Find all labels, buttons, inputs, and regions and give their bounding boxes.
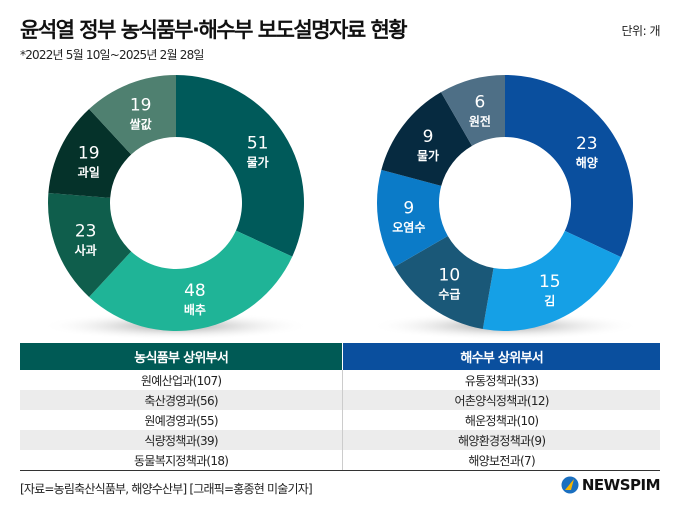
- table-cell: 해운정책과(10): [464, 413, 539, 428]
- table-cell: 해양환경정책과(9): [342, 430, 660, 450]
- slice-value: 9: [423, 127, 434, 147]
- slice-수급: [394, 236, 494, 330]
- table-cell: 원예산업과(107): [20, 370, 344, 390]
- slice-value: 9: [403, 199, 414, 219]
- table-cell: 어촌양식정책과(12): [342, 390, 660, 410]
- table-row: 원예경영과(55) 해운정책과(10): [20, 410, 660, 430]
- table-row: 동물복지정책과(18) 해양보전과(7): [20, 450, 660, 471]
- slice-label: 해양: [576, 155, 598, 170]
- source-credit: [자료=농림축산식품부, 해양수산부] [그래픽=홍종현 미술기자]: [20, 482, 313, 496]
- slice-value: 19: [78, 144, 100, 164]
- slice-김: [482, 230, 622, 331]
- slice-label: 원전: [469, 113, 491, 128]
- page-title: 윤석열 정부 농식품부·해수부 보도설명자료 현황: [20, 18, 408, 42]
- slice-쌀값: [89, 75, 176, 155]
- table-cell: 동물복지정책과(18): [20, 450, 344, 471]
- slice-label: 오염수: [392, 220, 425, 235]
- table-cell: 원예경영과(55): [20, 410, 344, 430]
- table-cell: 식량정책과(39): [20, 430, 344, 450]
- table-row: 원예산업과(107) 유통정책과(33): [20, 370, 660, 390]
- slice-원전: [441, 75, 505, 146]
- slice-배추: [89, 230, 293, 331]
- slice-물가: [176, 75, 304, 257]
- newspim-logo: NEWSPIM: [561, 476, 661, 494]
- slice-value: 6: [474, 92, 485, 112]
- slice-label: 물가: [247, 155, 269, 170]
- slice-과일: [48, 109, 132, 198]
- slice-label: 김: [544, 293, 555, 308]
- slice-label: 사과: [75, 242, 97, 257]
- table-cell: 축산경영과(56): [20, 390, 344, 410]
- table-row: 축산경영과(56) 어촌양식정책과(12): [20, 390, 660, 410]
- slice-value: 23: [576, 134, 598, 154]
- logo-icon: [561, 476, 579, 494]
- slice-value: 19: [130, 96, 152, 116]
- table-cell: 해양보전과(7): [342, 450, 660, 471]
- slice-value: 48: [184, 281, 206, 301]
- table-cell: 유통정책과(33): [464, 373, 539, 388]
- slice-label: 쌀값: [130, 118, 152, 132]
- department-table: 농식품부 상위부서 해수부 상위부서 원예산업과(107) 유통정책과(33) 축산…: [20, 343, 660, 471]
- slice-value: 51: [247, 134, 269, 154]
- slice-label: 과일: [78, 165, 100, 180]
- slice-오염수: [377, 169, 448, 267]
- slice-label: 물가: [417, 148, 439, 163]
- slice-label: 배추: [184, 302, 206, 317]
- slice-label: 수급: [438, 287, 460, 301]
- logo-text: NEWSPIM: [581, 476, 661, 494]
- slice-사과: [47, 192, 132, 297]
- slice-value: 23: [75, 221, 97, 241]
- slice-해양: [505, 75, 633, 258]
- table-row: 식량정책과(39) 해양환경정책과(9): [20, 430, 660, 450]
- slice-value: 10: [439, 265, 461, 285]
- header-oceans: 해수부 상위부서: [342, 343, 660, 370]
- header-agriculture: 농식품부 상위부서: [20, 343, 344, 370]
- unit-label: 단위: 개: [621, 24, 661, 38]
- date-range: *2022년 5월 10일~2025년 2월 28일: [20, 48, 204, 62]
- slice-물가: [381, 92, 472, 186]
- slice-value: 15: [539, 272, 561, 292]
